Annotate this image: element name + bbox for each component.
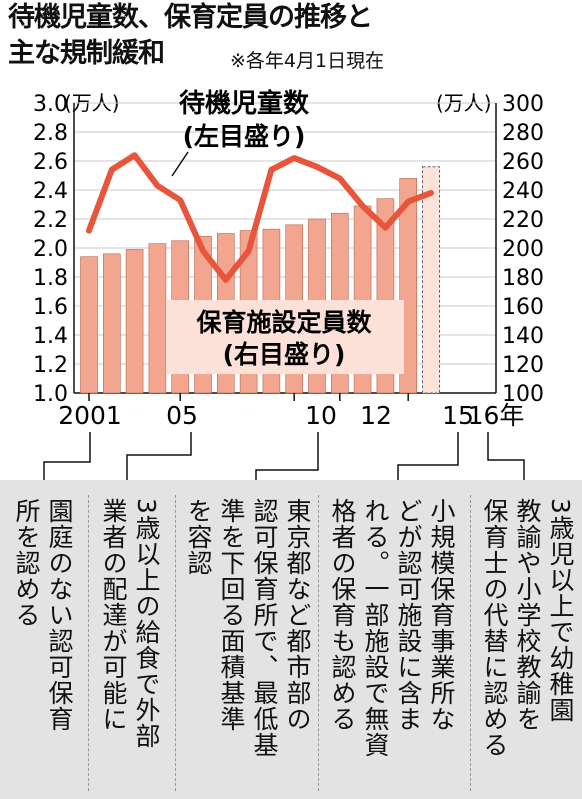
right-tick-label: 200 [502, 237, 544, 262]
left-tick-label: 1.4 [33, 324, 68, 349]
note-2010: 東京都など都市部の 認可保育所で、最低基 準を下回る面積基準 を容認 [184, 498, 312, 758]
note-2015: 小規模保育事業所な どが認可施設に含ま れる。一部施設で無資 格者の保育も認める [328, 498, 456, 758]
line-legend-line1: 待機児童数 [179, 88, 310, 119]
x-tick-label: 05 [166, 401, 198, 430]
note-connector [487, 432, 525, 480]
right-tick-label: 300 [502, 92, 544, 117]
note-separator [318, 495, 319, 791]
left-tick-label: 1.0 [33, 382, 68, 407]
note-2004: 3歳以上の給食で外部 業者の配達が可能に [99, 498, 161, 749]
bar [148, 243, 167, 394]
line-point [407, 201, 409, 203]
line-point [270, 169, 272, 171]
left-tick-label: 1.8 [33, 266, 68, 291]
note-connector [126, 432, 192, 480]
note-2016: 3歳児以上で幼稚園 教諭や小学校教諭を 保育士の代替に認める [480, 498, 575, 758]
note-separator [88, 495, 89, 791]
note-separator [470, 495, 471, 791]
line-point [156, 185, 158, 187]
line-point [88, 230, 90, 232]
right-tick-label: 120 [502, 353, 544, 378]
note-connector [43, 432, 91, 480]
line-point [225, 279, 227, 281]
bar [125, 249, 144, 394]
left-tick-label: 2.6 [33, 150, 68, 175]
line-point [111, 169, 113, 171]
right-tick-label: 160 [502, 295, 544, 320]
right-tick-label: 180 [502, 266, 544, 291]
bar [80, 256, 98, 394]
left-tick-label: 2.8 [33, 121, 68, 146]
line-point [362, 205, 364, 207]
line-point [339, 177, 341, 179]
line-point [430, 192, 432, 194]
notes-band [0, 480, 582, 799]
bar [422, 166, 440, 394]
note-connector [397, 432, 459, 480]
x-tick-label: 12 [360, 401, 392, 430]
left-tick-label: 2.0 [33, 237, 68, 262]
subtitle: ※各年4月1日現在 [230, 50, 385, 72]
left-tick-label: 2.4 [33, 179, 68, 204]
title-line-2: 主な規制緩和 [8, 38, 165, 69]
right-tick-label: 260 [502, 150, 544, 175]
bar [103, 253, 121, 394]
right-tick-label: 100 [502, 382, 544, 407]
note-separator [175, 495, 176, 791]
x-tick-label: 10 [305, 401, 337, 430]
line-legend-line2: (左目盛り) [183, 122, 306, 151]
line-point [248, 250, 250, 252]
line-point [179, 199, 181, 201]
left-tick-label: 3.0 [33, 92, 68, 117]
line-point [293, 157, 295, 159]
x-tick-label: 2001 [58, 401, 122, 430]
left-tick-label: 1.2 [33, 353, 68, 378]
title-line-1: 待機児童数、保育定員の推移と [8, 2, 373, 33]
x-tick-label: 16年 [468, 401, 525, 430]
line-point [202, 250, 204, 252]
line-point [316, 166, 318, 168]
chart: (万人) (万人) 1.01.21.41.61.82.02.22.42.62.8… [33, 88, 544, 480]
bar-legend-line1: 保育施設定員数 [195, 308, 372, 337]
note-connector [255, 432, 319, 480]
right-tick-label: 240 [502, 179, 544, 204]
x-tick-label: 15 [442, 401, 474, 430]
right-tick-label: 280 [502, 121, 544, 146]
line-series [86, 152, 434, 283]
note-2001: 園庭のない認可保育 所を認める [12, 498, 74, 732]
left-tick-label: 2.2 [33, 208, 68, 233]
left-tick-label: 1.6 [33, 295, 68, 320]
right-tick-label: 140 [502, 324, 544, 349]
bar-legend-line2: (右目盛り) [223, 340, 346, 369]
line-point [134, 154, 136, 156]
line-point [384, 227, 386, 229]
right-tick-label: 220 [502, 208, 544, 233]
